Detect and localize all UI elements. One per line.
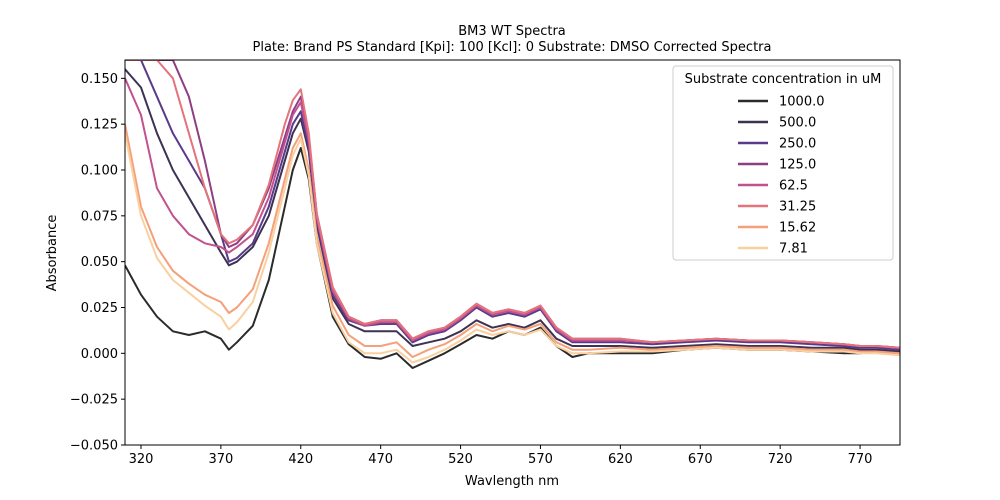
legend-label-4: 62.5 bbox=[779, 179, 808, 194]
x-tick-label-1: 370 bbox=[208, 452, 233, 467]
x-tick-label-4: 520 bbox=[448, 452, 473, 467]
x-axis: 320 370 420 470 520 570 620 670 720 770 bbox=[129, 445, 873, 467]
legend-label-2: 250.0 bbox=[779, 137, 816, 152]
x-tick-label-2: 420 bbox=[288, 452, 313, 467]
y-tick-label-4: 0.050 bbox=[81, 255, 118, 270]
legend-label-0: 1000.0 bbox=[779, 95, 825, 110]
y-axis-label: Absorbance bbox=[45, 215, 60, 292]
x-tick-label-9: 770 bbox=[848, 452, 873, 467]
x-tick-label-6: 620 bbox=[608, 452, 633, 467]
plot-frame bbox=[124, 59, 901, 446]
legend-label-1: 500.0 bbox=[779, 116, 816, 131]
series-line-7 bbox=[125, 133, 900, 364]
y-tick-label-2: 0.000 bbox=[81, 347, 118, 362]
x-tick-label-5: 570 bbox=[528, 452, 553, 467]
legend: Substrate concentration in uM 1000.0 500.… bbox=[672, 65, 894, 261]
series-line-6 bbox=[125, 124, 900, 358]
legend-label-6: 15.62 bbox=[779, 221, 816, 236]
legend-box bbox=[672, 65, 894, 261]
x-tick-label-7: 670 bbox=[688, 452, 713, 467]
legend-items: 1000.0 500.0 250.0 125.0 62.5 31.25 15.62 7.81 bbox=[738, 95, 825, 257]
y-tick-label-7: 0.125 bbox=[81, 118, 118, 133]
y-tick-label-6: 0.100 bbox=[81, 164, 118, 179]
legend-label-3: 125.0 bbox=[779, 158, 816, 173]
y-tick-label-5: 0.075 bbox=[81, 209, 118, 224]
y-axis: −0.050 −0.025 0.000 0.025 0.050 0.075 0.100 0.1… bbox=[70, 72, 125, 454]
legend-title: Substrate concentration in uM bbox=[685, 72, 882, 87]
chart-subtitle: Plate: Brand PS Standard [Kpi]: 100 [Kcl… bbox=[253, 40, 772, 55]
x-tick-label-3: 470 bbox=[368, 452, 393, 467]
y-tick-label-0: −0.050 bbox=[70, 439, 118, 454]
chart-title: BM3 WT Spectra bbox=[458, 24, 566, 39]
y-tick-label-1: −0.025 bbox=[70, 393, 118, 408]
legend-label-5: 31.25 bbox=[779, 200, 816, 215]
x-axis-label: Wavlength nm bbox=[465, 474, 559, 489]
x-tick-label-8: 720 bbox=[768, 452, 793, 467]
series-line-2 bbox=[125, 60, 900, 351]
series-layer bbox=[125, 60, 900, 369]
y-tick-label-3: 0.025 bbox=[81, 301, 118, 316]
y-tick-label-8: 0.150 bbox=[81, 72, 118, 87]
legend-label-7: 7.81 bbox=[779, 242, 808, 257]
series-line-5 bbox=[125, 60, 900, 349]
series-line-1 bbox=[125, 68, 900, 353]
x-tick-label-0: 320 bbox=[129, 452, 154, 467]
